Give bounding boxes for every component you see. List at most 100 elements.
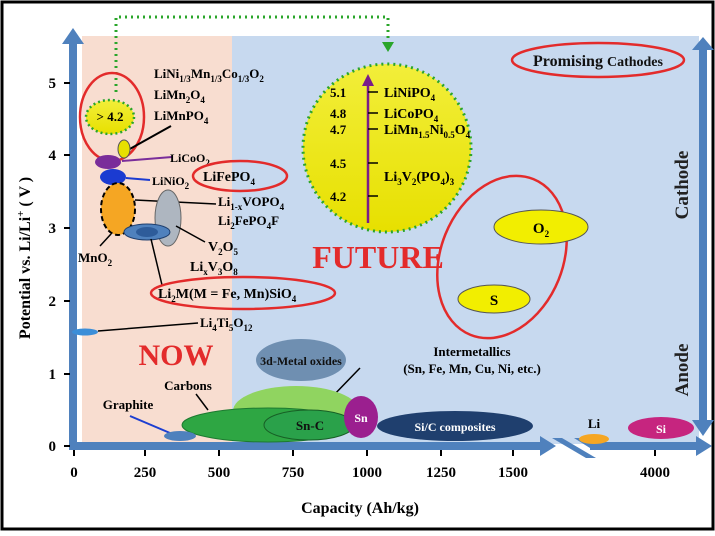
li2fepo4f-label: Li2FePO4F xyxy=(218,213,279,231)
x-tick-label: 4000 xyxy=(640,465,670,481)
graphite-marker xyxy=(164,431,196,441)
y-tick-label: 0 xyxy=(49,439,57,455)
graphite-label: Graphite xyxy=(103,397,154,412)
lifepo4-ellipse xyxy=(191,159,289,193)
x-ticks: 0 250 500 750 1000 1250 1500 4000 xyxy=(70,450,670,481)
future-voltage-value: 4.2 xyxy=(330,189,346,204)
li-marker xyxy=(579,434,609,444)
x-axis-label: Capacity (Ah/kg) xyxy=(301,500,419,517)
s-label: S xyxy=(490,293,498,309)
intermetallics-elements-label: (Sn, Fe, Mn, Cu, Ni, etc.) xyxy=(403,361,541,376)
future-material-label: LiMn1.5Ni0.5O4 xyxy=(384,123,471,140)
future-voltage-value: 4.5 xyxy=(330,156,347,171)
metal-oxides-label: 3d-Metal oxides xyxy=(260,354,342,368)
sn-marker xyxy=(344,396,378,438)
limnpo4-marker xyxy=(117,139,131,159)
future-voltage-value: 4.7 xyxy=(330,122,347,137)
cathode-label: Cathode xyxy=(672,151,693,220)
si-label: Si xyxy=(656,422,667,436)
licoo2-label: LiCoO2 xyxy=(170,151,210,168)
lixv3o8-label: LixV3O8 xyxy=(190,260,238,277)
y-tick-label: 5 xyxy=(49,76,57,92)
y-tick-label: 3 xyxy=(49,221,57,237)
future-connector-line xyxy=(114,15,390,92)
sn-c-label: Sn-C xyxy=(296,418,324,433)
cathode-arrow xyxy=(692,37,714,318)
licoo2-marker xyxy=(95,155,121,169)
lixv3o8-core xyxy=(136,227,158,237)
future-material-label: LiNiPO4 xyxy=(384,86,436,103)
x-tick-label: 750 xyxy=(282,465,305,481)
livopo4-label: Li1-xVOPO4 xyxy=(218,194,285,212)
x-tick-label: 1250 xyxy=(426,465,456,481)
x-tick-label: 0 xyxy=(70,465,78,481)
v2o5-label: V2O5 xyxy=(208,240,239,257)
intermetallics-label: Intermetallics xyxy=(433,344,510,359)
li4ti5o12-marker xyxy=(72,328,98,336)
now-label: NOW xyxy=(139,339,214,372)
x-tick-label: 500 xyxy=(208,465,231,481)
graphite-pointer xyxy=(129,415,171,434)
li2msio4-label: Li2M(M = Fe, Mn)SiO4 xyxy=(158,287,297,304)
o2-label: O2 xyxy=(533,221,550,239)
connector-arrowhead xyxy=(382,42,394,52)
x-axis-arrow-main xyxy=(69,436,556,456)
y-axis-arrow xyxy=(62,28,84,450)
o2-s-group-ellipse xyxy=(436,174,568,340)
lifepo4-label: LiFePO4 xyxy=(203,170,255,187)
li4ti5o12-label: Li4Ti5O12 xyxy=(200,315,253,333)
future-label: FUTURE xyxy=(312,239,444,275)
x-axis-arrow-break xyxy=(590,436,712,456)
future-voltage-value: 4.8 xyxy=(330,106,347,121)
si-c-composites-marker xyxy=(377,411,533,441)
limnpo4-pointer xyxy=(127,125,172,151)
future-high-voltage-circle xyxy=(301,62,473,234)
carbons-pointer xyxy=(195,393,209,411)
mno2-pointer xyxy=(99,233,112,247)
si-c-composites-label: Si/C composites xyxy=(415,420,496,434)
anode-label: Anode xyxy=(672,344,693,397)
y-ticks: 0 1 2 3 4 5 xyxy=(49,76,70,455)
promising-cathodes-ellipse xyxy=(510,41,686,79)
linio2-label: LiNiO2 xyxy=(152,174,190,191)
anode-arrow xyxy=(692,318,714,436)
si-marker xyxy=(628,417,694,439)
s-marker xyxy=(457,284,531,314)
mno2-label: MnO2 xyxy=(78,250,113,268)
future-voltage-value: 5.1 xyxy=(330,85,346,100)
axis-break-mark xyxy=(552,438,596,458)
nmc-label: LiNi1/3Mn1/3Co1/3O2 xyxy=(154,66,264,84)
limn2o4-label: LiMn2O4 xyxy=(154,87,205,105)
sn-label: Sn xyxy=(354,411,368,425)
carbons-label: Carbons xyxy=(164,378,212,393)
x-tick-label: 250 xyxy=(134,465,157,481)
future-materials-list: 5.1 LiNiPO4 4.8 LiCoPO4 4.7 LiMn1.5Ni0.5O4 4.5… xyxy=(330,85,471,204)
x-tick-label: 1000 xyxy=(352,465,382,481)
gt42-label: > 4.2 xyxy=(97,109,124,124)
x-tick-label: 1500 xyxy=(498,465,528,481)
linio2-pointer xyxy=(125,177,151,181)
li2msio4-ellipse xyxy=(149,275,337,311)
y-axis-label: Potential vs. Li/Li+ ( V ) xyxy=(15,177,34,339)
li2msio4-pointer xyxy=(150,238,163,286)
linio2-marker xyxy=(100,169,126,185)
li-label: Li xyxy=(588,416,601,431)
future-region xyxy=(232,36,699,444)
licoo2-pointer xyxy=(121,156,173,162)
promising-cathodes-label: Promising Cathodes xyxy=(533,53,663,70)
li4ti5o12-pointer xyxy=(97,322,199,332)
metal-oxides-marker xyxy=(256,339,346,381)
li3v2po43-label: Li3V2(PO4)3 xyxy=(384,170,455,187)
y-tick-label: 1 xyxy=(49,367,57,383)
voltage-scale-arrowhead xyxy=(362,74,374,86)
o2-marker xyxy=(493,209,589,245)
gt42-ellipse xyxy=(84,98,136,136)
future-material-label: LiCoPO4 xyxy=(384,107,439,124)
y-tick-label: 4 xyxy=(49,148,57,164)
mno2-marker xyxy=(100,182,136,236)
v2o5-pointer xyxy=(175,225,206,243)
y-tick-label: 2 xyxy=(49,294,57,310)
limnpo4-label: LiMnPO4 xyxy=(154,108,209,126)
